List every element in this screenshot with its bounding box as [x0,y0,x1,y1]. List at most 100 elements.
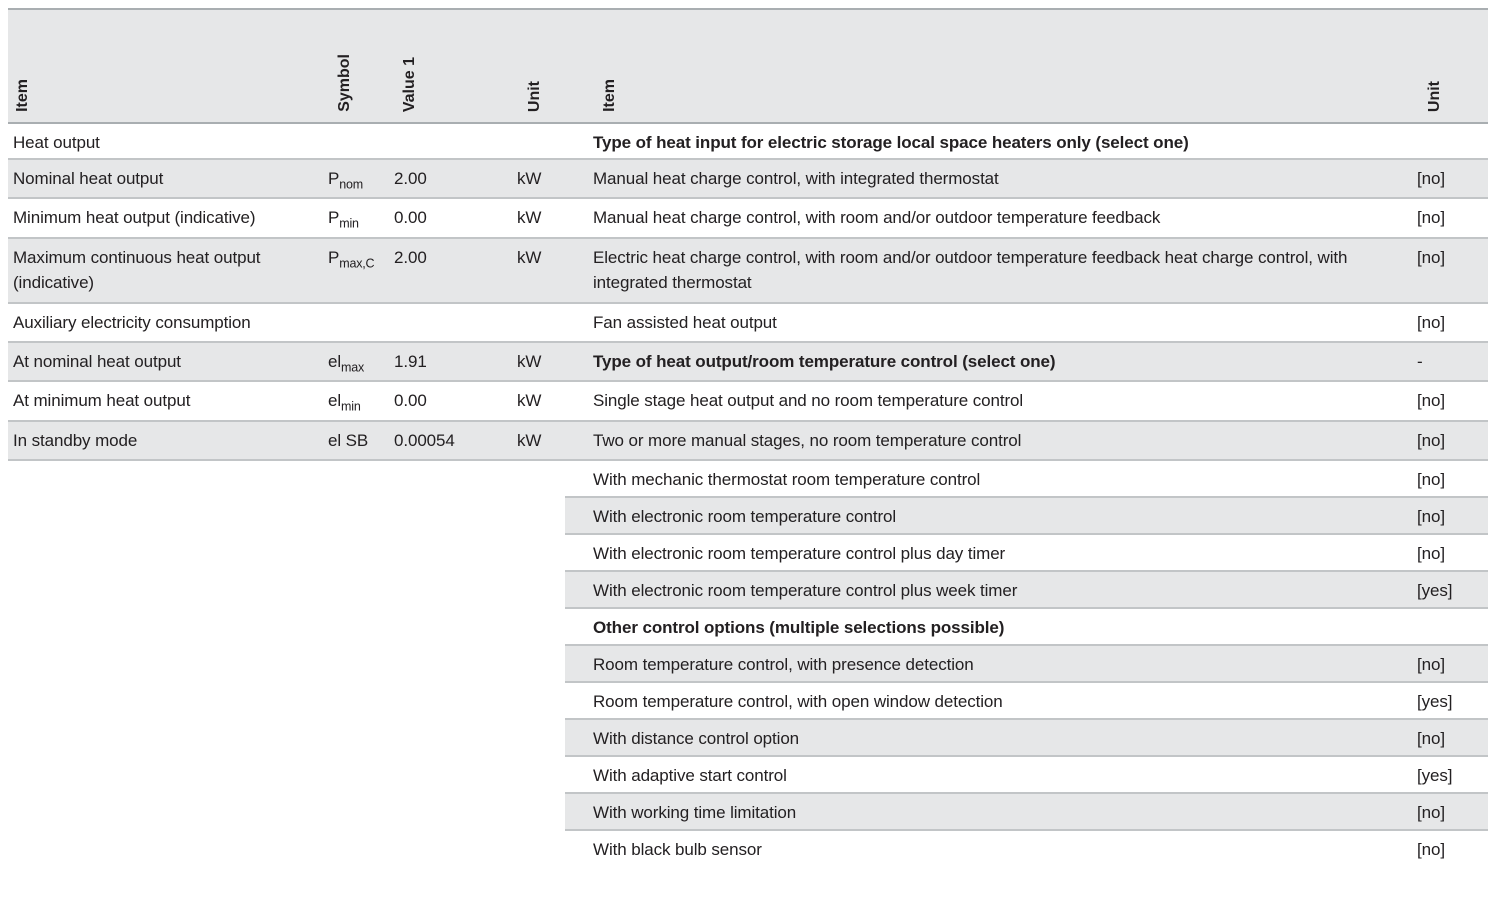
column-header-value1: Value 1 [401,56,418,112]
unit-cell-right [1417,609,1488,646]
item-cell-right: With electronic room temperature control… [565,535,1417,572]
value-cell: 2.00 [394,247,427,267]
table-row: With electronic room temperature control… [8,534,1488,572]
table-row: With electronic room temperature control… [8,497,1488,535]
item-cell-right: Two or more manual stages, no room tempe… [593,430,1022,450]
unit-cell-right [1417,124,1488,158]
value-cell: 0.00054 [394,430,455,450]
symbol-cell [328,124,394,158]
empty-left-area [8,497,565,535]
table-row: Other control options (multiple selectio… [8,608,1488,646]
table-row: Heat output Type of heat input for elect… [8,124,1488,160]
unit-cell [517,304,593,341]
column-header-unit-left: Unit [526,80,543,112]
table-row: Nominal heat output Pnom 2.00 kW Manual … [8,160,1488,200]
table-row: In standby mode el SB 0.00054 kW Two or … [8,421,1488,461]
unit-cell-right: [no] [1417,208,1445,228]
item-cell: At nominal heat output [13,351,181,371]
table-row: Minimum heat output (indicative) Pmin 0.… [8,199,1488,239]
unit-cell-right: [yes] [1417,683,1488,720]
column-header-item-right: Item [601,79,618,112]
unit-cell-right: [no] [1417,719,1488,757]
item-cell: At minimum heat output [13,391,191,411]
unit-cell: kW [517,351,542,371]
table-row: At nominal heat output elmax 1.91 kW Typ… [8,342,1488,383]
item-cell: In standby mode [13,430,138,450]
table-row: With distance control option [no] [8,719,1488,757]
table-row: With black bulb sensor [no] [8,830,1488,868]
empty-left-area [8,793,565,831]
unit-cell: kW [517,208,542,228]
column-header-unit-right: Unit [1426,80,1443,112]
unit-cell-right: [no] [1417,430,1445,450]
product-fiche-table: Item Symbol Value 1 Unit Item Unit Heat … [8,8,1488,868]
item-cell-right: With distance control option [565,719,1417,757]
value-cell: 1.91 [394,351,427,371]
table-header-row: Item Symbol Value 1 Unit Item Unit [8,8,1488,124]
value-cell [394,124,517,158]
unit-cell-right: - [1417,351,1423,371]
item-cell-right: With working time limitation [565,793,1417,831]
item-cell-right: Fan assisted heat output [593,312,777,332]
item-cell-right: Manual heat charge control, with room an… [593,208,1161,228]
unit-cell: kW [517,430,542,450]
empty-left-area [8,645,565,683]
item-cell-right: With black bulb sensor [593,839,762,859]
item-cell-right: Single stage heat output and no room tem… [593,391,1024,411]
unit-cell [517,124,593,158]
table-row: With electronic room temperature control… [8,571,1488,609]
table-row: Maximum continuous heat output (indicati… [8,238,1488,304]
column-header-item-left: Item [14,79,31,112]
symbol-cell: elmax [328,351,365,375]
unit-cell-right: [no] [1417,793,1488,831]
unit-cell-right: [no] [1417,461,1488,498]
item-cell-right: Electric heat charge control, with room … [593,247,1348,292]
unit-cell-right: [no] [1417,169,1445,188]
empty-left-area [8,830,565,868]
symbol-cell [328,304,394,341]
item-cell-right: Room temperature control, with presence … [565,645,1417,683]
empty-left-area [8,608,565,646]
table-row: With mechanic thermostat room temperatur… [8,460,1488,498]
unit-cell-right: [no] [1417,247,1445,267]
unit-cell-right: [no] [1417,497,1488,535]
unit-cell: kW [517,391,542,411]
value-cell: 2.00 [394,169,427,188]
item-cell: Nominal heat output [13,169,164,188]
table-row: With working time limitation [no] [8,793,1488,831]
item-cell: Minimum heat output (indicative) [13,208,256,228]
unit-cell: kW [517,169,542,188]
column-header-symbol: Symbol [336,54,353,112]
unit-cell-right: [no] [1417,535,1488,572]
empty-left-area [8,534,565,572]
table-row: Room temperature control, with open wind… [8,682,1488,720]
table-row: With adaptive start control [yes] [8,756,1488,794]
unit-cell: kW [517,247,542,267]
value-cell: 0.00 [394,391,427,411]
item-cell-right: Other control options (multiple selectio… [565,609,1417,646]
value-cell: 0.00 [394,208,427,228]
item-cell-right: With electronic room temperature control… [565,571,1417,609]
table-row: Auxiliary electricity consumption Fan as… [8,304,1488,343]
unit-cell-right: [no] [1417,312,1445,332]
unit-cell-right: [yes] [1417,571,1488,609]
item-cell: Maximum continuous heat output (indicati… [13,247,261,292]
empty-left-area [8,756,565,794]
table-row: Room temperature control, with presence … [8,645,1488,683]
item-cell-right: Room temperature control, with open wind… [565,683,1417,720]
empty-left-area [8,460,565,498]
symbol-cell: Pmax,C [328,247,375,271]
empty-left-area [8,719,565,757]
item-cell-right: With mechanic thermostat room temperatur… [565,461,1417,498]
empty-left-area [8,682,565,720]
item-cell: Heat output [13,133,100,152]
item-cell-right: With adaptive start control [565,757,1417,794]
table-row: At minimum heat output elmin 0.00 kW Sin… [8,382,1488,422]
item-cell: Auxiliary electricity consumption [13,312,251,332]
symbol-cell: Pnom [328,169,363,192]
symbol-cell: el SB [328,430,369,450]
item-cell-right: Type of heat output/room temperature con… [593,351,1056,371]
item-cell-right: With electronic room temperature control [565,497,1417,535]
unit-cell-right: [no] [1417,839,1445,859]
item-cell-right: Manual heat charge control, with integra… [593,169,999,188]
